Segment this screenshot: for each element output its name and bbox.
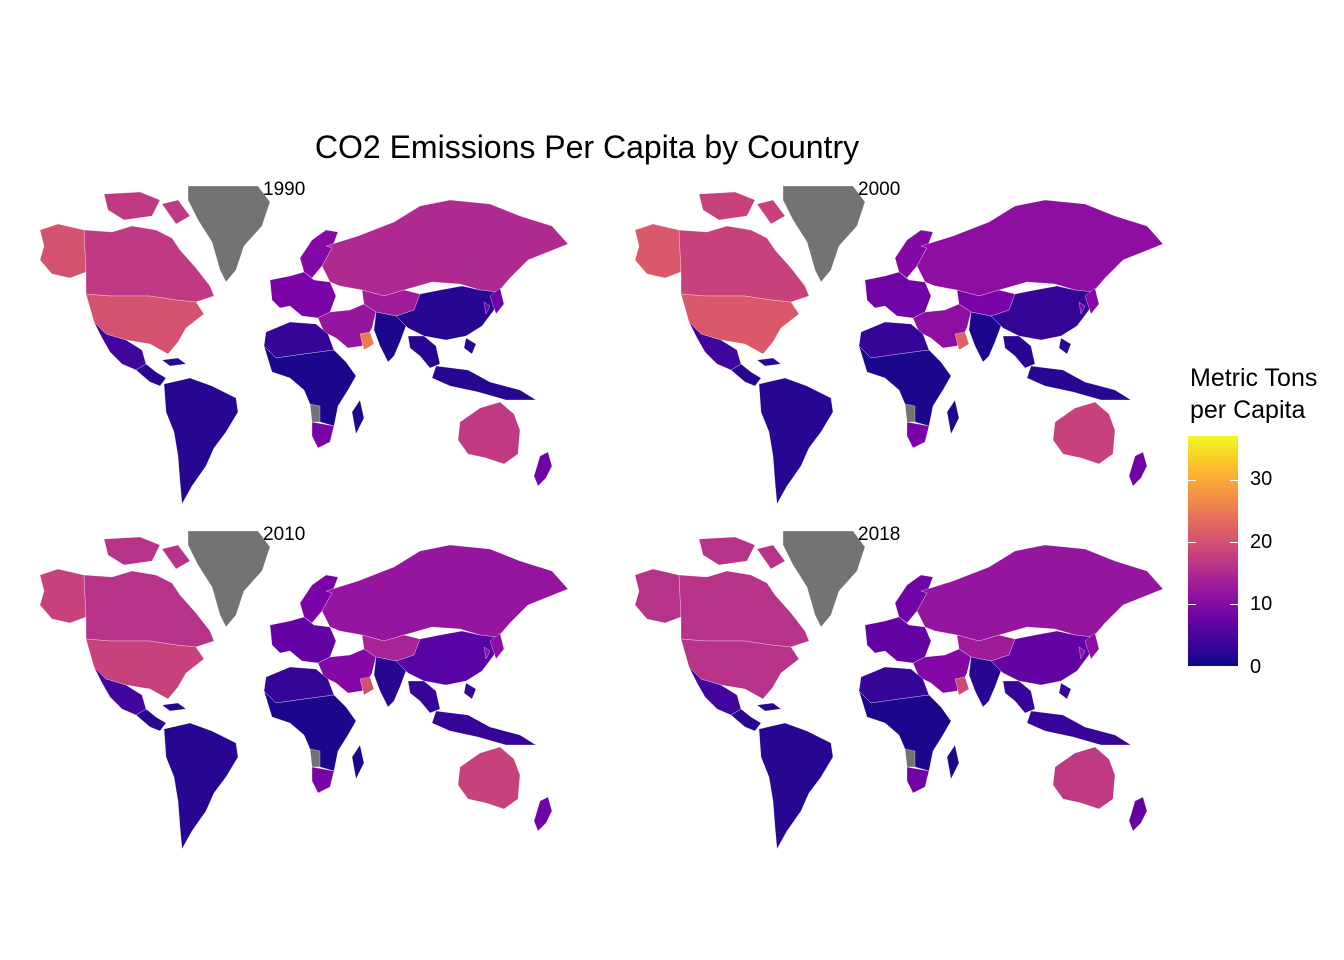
region-new-zealand-2000 <box>1128 451 1148 487</box>
region-central-america-2000 <box>730 357 782 387</box>
region-greenland-2000 <box>782 186 866 283</box>
region-se-asia-2018 <box>1002 680 1132 746</box>
region-south-africa-1990 <box>311 421 335 449</box>
region-greenland-2018 <box>782 531 866 628</box>
region-alaska-2000 <box>634 223 682 279</box>
map-title: CO2 Emissions Per Capita by Country <box>314 129 860 165</box>
region-se-asia-2010 <box>407 680 537 746</box>
legend-tickmark-0 <box>1230 666 1238 667</box>
region-central-america-2018 <box>730 702 782 732</box>
region-east-asia-2010 <box>483 632 505 660</box>
facet-panel-2018: 2018 <box>595 525 1175 861</box>
facet-panel-2000: 2000 <box>595 180 1175 516</box>
region-greenland-1990 <box>187 186 271 283</box>
region-south-africa-2018 <box>906 766 930 794</box>
region-usa-2010 <box>85 638 205 700</box>
region-new-zealand-2010 <box>533 796 553 832</box>
legend-title: Metric Tons per Capita <box>1190 364 1318 424</box>
legend-colorbar <box>1188 436 1238 666</box>
facet-label-2010: 2010 <box>263 524 306 545</box>
region-australia-2000 <box>1052 401 1116 465</box>
facet-label-2018: 2018 <box>858 524 901 545</box>
region-south-america-2018 <box>758 722 834 850</box>
legend-tick-10: 10 <box>1250 593 1273 615</box>
region-gulf-1990 <box>359 331 375 351</box>
region-south-africa-2010 <box>311 766 335 794</box>
region-east-asia-2018 <box>1078 632 1100 660</box>
region-canada-2010 <box>83 536 215 648</box>
region-africa-sub-1990 <box>263 345 365 435</box>
region-europe-west-2018 <box>864 616 932 664</box>
world-map-2018 <box>634 531 1164 850</box>
legend-tickmark-20 <box>1188 542 1196 543</box>
region-russia-2010 <box>321 544 569 642</box>
region-east-asia-1990 <box>483 287 505 315</box>
region-africa-sub-2018 <box>858 690 960 780</box>
region-south-america-2000 <box>758 377 834 505</box>
region-gulf-2018 <box>954 676 970 696</box>
legend-tickmark-20 <box>1230 542 1238 543</box>
region-new-zealand-2018 <box>1128 796 1148 832</box>
legend-tick-30: 30 <box>1250 468 1273 490</box>
facet-panel-2010: 2010 <box>0 525 580 861</box>
region-alaska-2018 <box>634 568 682 624</box>
region-east-asia-2000 <box>1078 287 1100 315</box>
region-usa-2000 <box>680 293 800 355</box>
world-map-1990 <box>39 186 569 505</box>
region-europe-west-2010 <box>269 616 337 664</box>
region-africa-sub-2000 <box>858 345 960 435</box>
legend-tickmark-0 <box>1188 666 1196 667</box>
legend-tickmark-10 <box>1230 604 1238 605</box>
region-southern-africa-na-2018 <box>904 748 916 768</box>
region-europe-west-2000 <box>864 271 932 319</box>
region-new-zealand-1990 <box>533 451 553 487</box>
region-europe-west-1990 <box>269 271 337 319</box>
world-map-2010 <box>39 531 569 850</box>
region-south-america-1990 <box>163 377 239 505</box>
world-map-2000 <box>634 186 1164 505</box>
facet-label-1990: 1990 <box>263 179 306 200</box>
legend-tick-20: 20 <box>1250 531 1273 553</box>
legend-tickmark-10 <box>1188 604 1196 605</box>
region-russia-1990 <box>321 199 569 297</box>
region-usa-1990 <box>85 293 205 355</box>
legend-tickmark-30 <box>1188 480 1196 481</box>
region-canada-2000 <box>678 191 810 303</box>
legend-tickmark-30 <box>1230 480 1238 481</box>
region-gulf-2010 <box>359 676 375 696</box>
region-central-america-1990 <box>135 357 187 387</box>
color-legend: Metric Tons per Capita 30 20 10 0 <box>1188 362 1344 682</box>
region-south-africa-2000 <box>906 421 930 449</box>
region-canada-2018 <box>678 536 810 648</box>
region-greenland-2010 <box>187 531 271 628</box>
facet-panel-1990: 1990 <box>0 180 580 516</box>
region-se-asia-2000 <box>1002 335 1132 401</box>
region-australia-2018 <box>1052 746 1116 810</box>
region-alaska-1990 <box>39 223 87 279</box>
region-central-america-2010 <box>135 702 187 732</box>
region-se-asia-1990 <box>407 335 537 401</box>
region-usa-2018 <box>680 638 800 700</box>
region-africa-sub-2010 <box>263 690 365 780</box>
facet-label-2000: 2000 <box>858 179 901 200</box>
region-southern-africa-na-2000 <box>904 403 916 423</box>
region-australia-2010 <box>457 746 521 810</box>
region-southern-africa-na-1990 <box>309 403 321 423</box>
region-south-america-2010 <box>163 722 239 850</box>
region-southern-africa-na-2010 <box>309 748 321 768</box>
legend-tick-0: 0 <box>1250 656 1262 678</box>
region-alaska-2010 <box>39 568 87 624</box>
region-russia-2000 <box>916 199 1164 297</box>
region-russia-2018 <box>916 544 1164 642</box>
region-australia-1990 <box>457 401 521 465</box>
region-gulf-2000 <box>954 331 970 351</box>
